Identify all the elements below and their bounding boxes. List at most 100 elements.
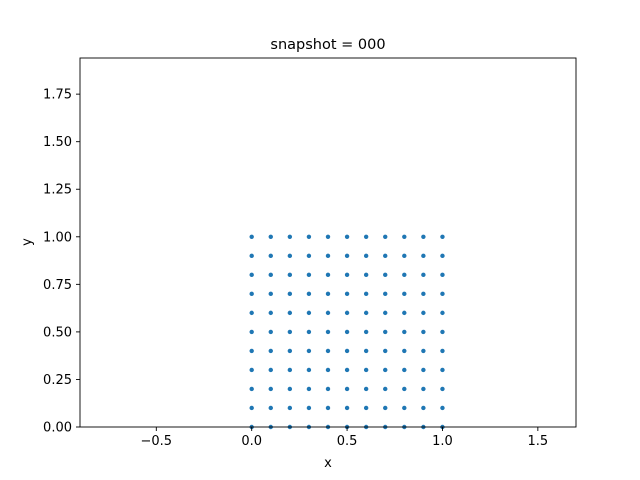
data-point: [287, 291, 293, 297]
data-point: [383, 234, 388, 239]
data-point: [268, 348, 273, 354]
data-point: [421, 386, 426, 392]
x-tick-label: −0.5: [141, 434, 173, 449]
data-point: [344, 272, 350, 278]
data-point: [325, 272, 331, 278]
data-point: [287, 367, 293, 373]
data-point: [402, 329, 407, 335]
chart-title: snapshot = 000: [270, 37, 385, 53]
data-point: [421, 272, 426, 278]
data-point: [344, 291, 350, 297]
data-point: [363, 291, 369, 297]
data-point: [344, 253, 350, 259]
data-point: [440, 253, 445, 259]
data-point: [363, 272, 369, 278]
data-point: [421, 234, 426, 239]
data-point: [344, 405, 350, 411]
x-tick-label: 0.5: [337, 434, 358, 449]
data-point: [325, 291, 331, 297]
y-tick-label: 0.25: [43, 373, 72, 388]
data-point: [249, 234, 254, 239]
data-point: [421, 405, 426, 411]
data-point: [383, 272, 388, 278]
data-point: [383, 329, 388, 335]
data-point: [249, 386, 254, 392]
data-point: [268, 272, 273, 278]
y-tick-label: 1.25: [43, 183, 72, 198]
data-point: [306, 405, 312, 411]
data-point: [325, 329, 331, 335]
data-point: [249, 253, 254, 259]
data-point: [268, 291, 273, 297]
data-point: [325, 310, 331, 316]
data-point: [440, 310, 445, 316]
plot-frame: [79, 57, 577, 428]
data-point: [325, 253, 331, 259]
data-point: [421, 253, 426, 259]
data-point: [402, 348, 407, 354]
data-point: [287, 272, 293, 278]
data-point: [440, 367, 445, 373]
y-tick-label: 1.00: [43, 230, 72, 245]
data-point: [363, 348, 369, 354]
data-point: [287, 253, 293, 259]
data-point: [268, 386, 273, 392]
data-point: [344, 386, 350, 392]
data-point: [325, 234, 331, 239]
data-point: [402, 272, 407, 278]
data-point: [249, 291, 254, 297]
data-point: [287, 234, 293, 239]
data-point: [268, 253, 273, 259]
data-point: [440, 329, 445, 335]
x-tick-label: 1.5: [528, 434, 549, 449]
data-point: [287, 348, 293, 354]
x-axis-label: x: [324, 456, 332, 471]
data-point: [249, 272, 254, 278]
data-point: [363, 367, 369, 373]
y-tick-label: 0.75: [43, 278, 72, 293]
data-point: [421, 348, 426, 354]
data-point: [344, 367, 350, 373]
data-point: [287, 405, 293, 411]
data-point: [249, 310, 254, 316]
data-point: [306, 272, 312, 278]
x-tick-label: 0.0: [241, 434, 262, 449]
data-point: [383, 405, 388, 411]
data-point: [383, 348, 388, 354]
x-tick-label: 1.0: [432, 434, 453, 449]
data-point: [402, 253, 407, 259]
data-point: [402, 310, 407, 316]
data-point: [344, 348, 350, 354]
data-point: [249, 405, 254, 411]
data-point: [287, 310, 293, 316]
data-point: [363, 386, 369, 392]
data-point: [440, 348, 445, 354]
data-point: [363, 253, 369, 259]
data-point: [383, 291, 388, 297]
y-axis-label: y: [20, 238, 35, 246]
data-point: [383, 310, 388, 316]
y-tick-label: 1.50: [43, 135, 72, 150]
data-point: [287, 329, 293, 335]
data-point: [402, 367, 407, 373]
data-point: [306, 310, 312, 316]
data-point: [383, 367, 388, 373]
data-point: [268, 234, 273, 239]
data-point: [344, 329, 350, 335]
data-point: [421, 367, 426, 373]
y-tick-label: 0.00: [43, 421, 72, 436]
data-point: [344, 234, 350, 239]
data-point: [268, 329, 273, 335]
data-point: [421, 310, 426, 316]
data-point: [402, 386, 407, 392]
x-axis: −0.5 0.0 0.5 1.0 1.5: [141, 427, 549, 449]
data-point: [268, 405, 273, 411]
data-point: [306, 348, 312, 354]
data-point: [268, 367, 273, 373]
data-point: [363, 405, 369, 411]
data-point: [383, 386, 388, 392]
data-point: [306, 234, 312, 239]
data-point: [440, 272, 445, 278]
